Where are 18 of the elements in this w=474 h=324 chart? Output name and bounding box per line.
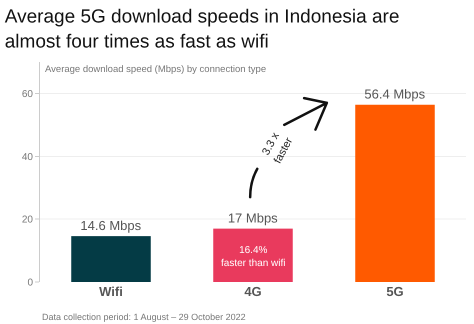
annotation: 3.3 x faster <box>260 130 296 166</box>
bar <box>355 104 435 282</box>
x-tick-label: 4G <box>244 284 262 299</box>
y-tick-label: 0 <box>27 278 34 288</box>
data-label: 56.4 Mbps <box>364 86 426 102</box>
y-tick-label: 40 <box>22 152 34 163</box>
annotation: 16.4% faster than wifi <box>221 245 286 269</box>
data-label: 14.6 Mbps <box>80 218 142 234</box>
y-axis-title: Average download speed (Mbps) by connection type <box>45 64 266 75</box>
x-tick-label: Wifi <box>99 284 123 299</box>
bar <box>71 236 151 282</box>
bar <box>213 228 293 282</box>
chart-title: Average 5G download speeds in Indonesia are almost four times as fast as wifi <box>4 6 400 52</box>
y-tick-label: 60 <box>22 88 34 100</box>
x-tick-label: 5G <box>386 284 404 299</box>
data-label: 17 Mbps <box>228 210 278 226</box>
y-tick-label: 20 <box>22 214 34 226</box>
text: Data collection period: 1 August – 29 October 2022 <box>42 312 246 322</box>
